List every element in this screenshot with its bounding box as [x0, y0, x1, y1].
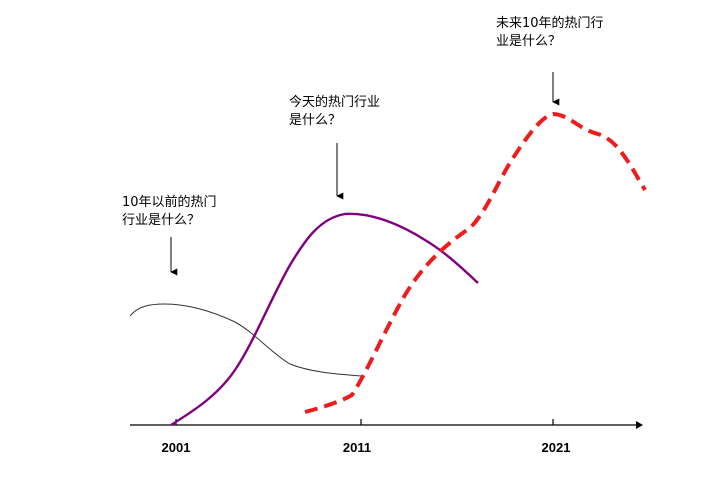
past-question-line-1: 10年以前的热门: [122, 195, 217, 210]
present-question-line-1: 今天的热门行业: [289, 95, 381, 110]
future-question-line-2: 业是什么？: [496, 34, 562, 49]
past-question-line-2: 行业是什么？: [122, 213, 201, 228]
future-question-annotation: 未来10年的热门行 业是什么？: [496, 15, 604, 51]
x-axis: 2001 2011 2021: [130, 419, 643, 455]
past-question-annotation: 10年以前的热门 行业是什么？: [122, 194, 217, 230]
present-question-annotation: 今天的热门行业 是什么？: [289, 94, 380, 130]
x-axis-arrowhead: [636, 421, 643, 429]
tick-label-2011: 2011: [343, 440, 371, 455]
present-trend-curve: [170, 212, 479, 427]
tick-label-2021: 2021: [542, 440, 571, 455]
future-trend-curve: [304, 111, 647, 414]
past-trend-curve: [129, 303, 362, 377]
future-question-line-1: 未来10年的热门行: [496, 16, 604, 31]
tick-label-2001: 2001: [162, 440, 191, 455]
present-question-line-2: 是什么？: [289, 113, 342, 128]
